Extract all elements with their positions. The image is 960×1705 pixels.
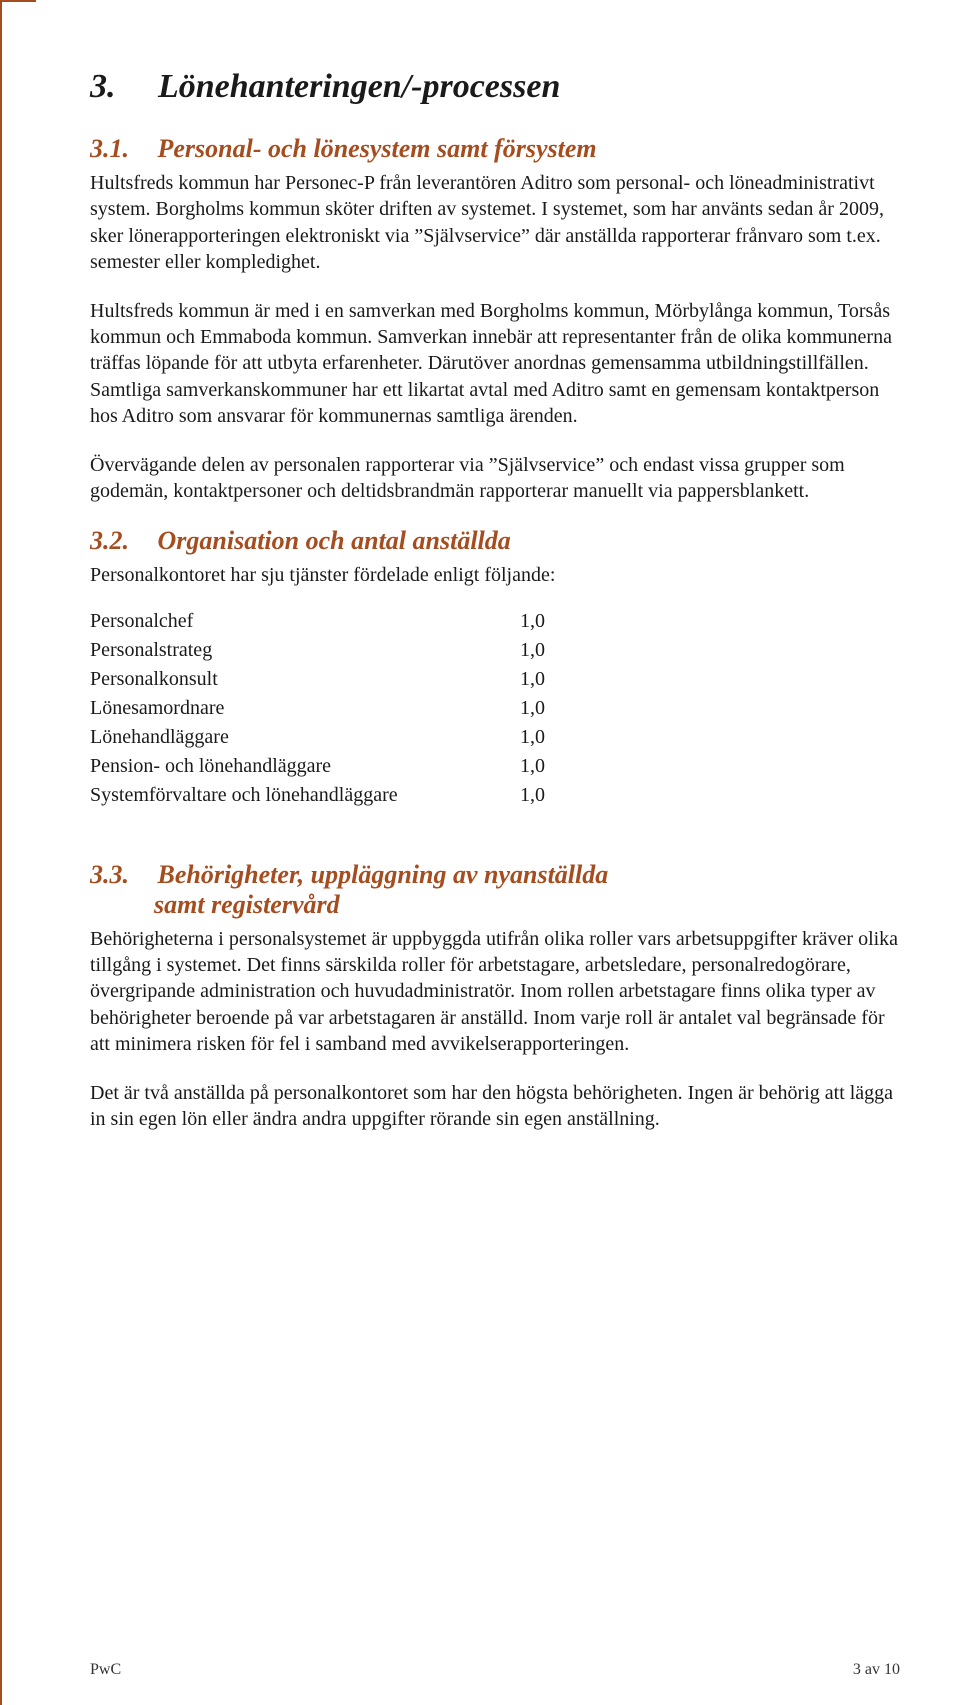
footer-page-number: 3 av 10 <box>853 1661 900 1679</box>
heading-3-2-title: Organisation och antal anställda <box>158 526 511 556</box>
heading-3-3: 3.3. Behörigheter, uppläggning av nyanst… <box>90 860 900 920</box>
table-row: Lönehandläggare 1,0 <box>90 723 900 752</box>
section-3-1-para-2: Hultsfreds kommun är med i en samverkan … <box>90 298 900 430</box>
heading-main: 3. Lönehanteringen/-processen <box>90 68 900 106</box>
heading-3-3-title-line2: samt registervård <box>154 890 900 920</box>
staff-role: Lönehandläggare <box>90 723 520 752</box>
table-row: Systemförvaltare och lönehandläggare 1,0 <box>90 781 900 810</box>
corner-rule <box>2 0 36 2</box>
footer-brand: PwC <box>90 1661 121 1679</box>
page-footer: PwC 3 av 10 <box>2 1661 960 1679</box>
heading-3-1: 3.1. Personal- och lönesystem samt försy… <box>90 134 900 164</box>
table-row: Lönesamordnare 1,0 <box>90 694 900 723</box>
heading-main-title: Lönehanteringen/-processen <box>158 68 560 105</box>
section-3-1-para-1: Hultsfreds kommun har Personec-P från le… <box>90 170 900 276</box>
section-3-3-para-1: Behörigheterna i personalsystemet är upp… <box>90 926 900 1058</box>
section-3-2-intro: Personalkontoret har sju tjänster fördel… <box>90 562 900 588</box>
table-row: Personalkonsult 1,0 <box>90 665 900 694</box>
staff-value: 1,0 <box>520 723 545 752</box>
staff-role: Pension- och lönehandläggare <box>90 752 520 781</box>
section-3-1-para-3: Övervägande delen av personalen rapporte… <box>90 452 900 505</box>
staff-value: 1,0 <box>520 781 545 810</box>
staff-value: 1,0 <box>520 665 545 694</box>
heading-main-number: 3. <box>90 68 116 105</box>
staff-value: 1,0 <box>520 752 545 781</box>
staff-role: Personalchef <box>90 607 520 636</box>
table-row: Pension- och lönehandläggare 1,0 <box>90 752 900 781</box>
staff-role: Personalkonsult <box>90 665 520 694</box>
heading-3-2-number: 3.2. <box>90 526 129 555</box>
staff-value: 1,0 <box>520 694 545 723</box>
heading-3-3-title-line1: Behörigheter, uppläggning av nyanställda <box>158 860 609 890</box>
table-row: Personalstrateg 1,0 <box>90 636 900 665</box>
heading-3-1-number: 3.1. <box>90 134 129 163</box>
staff-role: Systemförvaltare och lönehandläggare <box>90 781 520 810</box>
heading-3-2: 3.2. Organisation och antal anställda <box>90 526 900 556</box>
document-page: 3. Lönehanteringen/-processen 3.1. Perso… <box>0 0 960 1705</box>
section-3-3-para-2: Det är två anställda på personalkontoret… <box>90 1080 900 1133</box>
heading-3-3-number: 3.3. <box>90 860 129 889</box>
staff-role: Lönesamordnare <box>90 694 520 723</box>
staff-value: 1,0 <box>520 636 545 665</box>
staff-value: 1,0 <box>520 607 545 636</box>
table-row: Personalchef 1,0 <box>90 607 900 636</box>
staff-role: Personalstrateg <box>90 636 520 665</box>
heading-3-1-title: Personal- och lönesystem samt försystem <box>158 134 597 164</box>
staff-table: Personalchef 1,0 Personalstrateg 1,0 Per… <box>90 607 900 810</box>
